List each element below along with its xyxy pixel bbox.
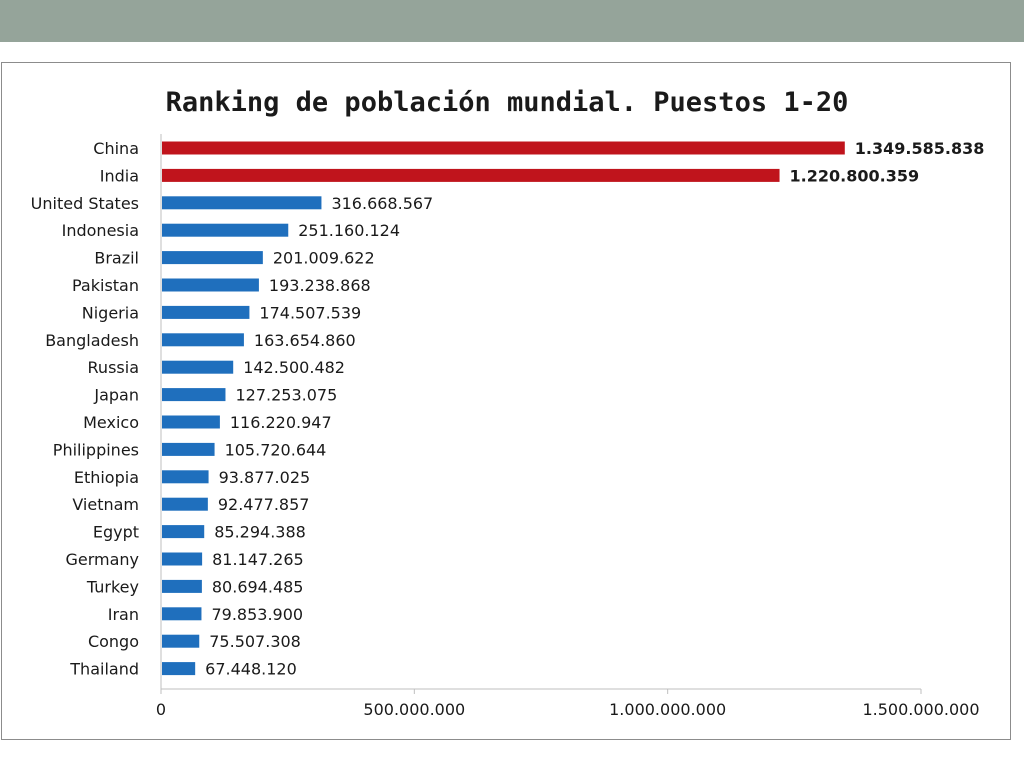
category-label: Germany xyxy=(65,550,139,569)
category-label: Japan xyxy=(93,386,139,405)
bar-bangladesh xyxy=(162,333,244,347)
category-label: Indonesia xyxy=(62,221,139,240)
bar-chart: 0 500.000.000 1.000.000.000 1.500.000.000 Ch… xyxy=(31,134,985,719)
header-band xyxy=(0,0,1024,42)
bar-pakistan xyxy=(162,278,259,292)
category-label: Pakistan xyxy=(72,276,139,295)
value-label: 142.500.482 xyxy=(243,358,345,377)
category-label: Ethiopia xyxy=(74,468,139,487)
value-label: 1.349.585.838 xyxy=(855,139,985,158)
x-tick-label: 500.000.000 xyxy=(363,700,465,719)
value-label: 201.009.622 xyxy=(273,249,375,268)
value-label: 316.668.567 xyxy=(331,194,433,213)
value-label: 105.720.644 xyxy=(225,440,327,459)
bar-egypt xyxy=(162,525,205,539)
category-label: China xyxy=(93,139,139,158)
category-label: United States xyxy=(31,194,139,213)
value-label: 163.654.860 xyxy=(254,331,356,350)
bar-congo xyxy=(162,634,200,648)
category-label: Bangladesh xyxy=(45,331,139,350)
category-label: Turkey xyxy=(86,577,139,596)
bar-vietnam xyxy=(162,497,208,511)
category-label: Nigeria xyxy=(82,303,139,322)
category-label: Thailand xyxy=(69,660,139,679)
bar-russia xyxy=(162,360,234,374)
bar-thailand xyxy=(162,662,196,676)
bar-indonesia xyxy=(162,223,289,237)
category-label: Iran xyxy=(108,605,139,624)
bar-ethiopia xyxy=(162,470,209,484)
bar-turkey xyxy=(162,579,202,593)
category-label: Philippines xyxy=(53,440,139,459)
category-label: India xyxy=(100,166,139,185)
x-tick-label: 1.500.000.000 xyxy=(862,700,979,719)
value-label: 1.220.800.359 xyxy=(790,166,920,185)
value-label: 67.448.120 xyxy=(205,660,297,679)
value-label: 92.477.857 xyxy=(218,495,310,514)
value-label: 80.694.485 xyxy=(212,577,304,596)
bar-philippines xyxy=(162,442,215,456)
value-label: 127.253.075 xyxy=(235,386,337,405)
bar-mexico xyxy=(162,415,220,429)
value-label: 116.220.947 xyxy=(230,413,332,432)
bar-united-states xyxy=(162,196,322,210)
chart-frame: Ranking de población mundial. Puestos 1-… xyxy=(1,62,1011,740)
value-label: 251.160.124 xyxy=(298,221,400,240)
bar-germany xyxy=(162,552,203,566)
bar-japan xyxy=(162,388,226,402)
category-label: Vietnam xyxy=(72,495,139,514)
chart-title: Ranking de población mundial. Puestos 1-… xyxy=(165,87,849,118)
bar-nigeria xyxy=(162,305,250,319)
value-label: 79.853.900 xyxy=(211,605,303,624)
category-label: Congo xyxy=(88,632,139,651)
category-label: Brazil xyxy=(94,249,139,268)
x-tick-label: 0 xyxy=(156,700,166,719)
value-label: 81.147.265 xyxy=(212,550,304,569)
value-label: 193.238.868 xyxy=(269,276,371,295)
value-label: 85.294.388 xyxy=(214,523,306,542)
x-tick-label: 1.000.000.000 xyxy=(609,700,726,719)
category-label: Russia xyxy=(88,358,139,377)
bar-china xyxy=(162,141,845,155)
value-label: 93.877.025 xyxy=(219,468,311,487)
value-label: 174.507.539 xyxy=(259,303,361,322)
bar-brazil xyxy=(162,251,263,265)
bar-india xyxy=(162,168,780,182)
category-label: Mexico xyxy=(83,413,139,432)
value-label: 75.507.308 xyxy=(209,632,301,651)
bar-iran xyxy=(162,607,202,621)
category-label: Egypt xyxy=(93,523,139,542)
